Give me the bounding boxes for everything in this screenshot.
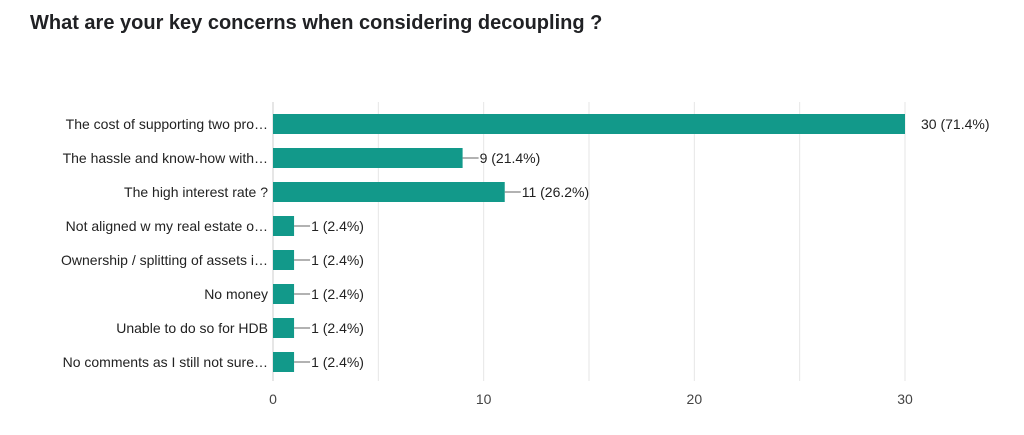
bar — [273, 318, 295, 338]
x-tick-label: 20 — [687, 391, 703, 407]
x-tick-label: 0 — [269, 391, 277, 407]
category-label: Ownership / splitting of assets i… — [61, 252, 268, 268]
bar — [273, 284, 295, 304]
data-label: 1 (2.4%) — [311, 252, 364, 268]
chart-title: What are your key concerns when consider… — [30, 12, 603, 34]
data-label: 1 (2.4%) — [311, 320, 364, 336]
category-label: Unable to do so for HDB — [116, 320, 268, 336]
category-label: The cost of supporting two pro… — [66, 116, 268, 132]
x-tick-label: 10 — [476, 391, 492, 407]
bar — [273, 216, 295, 236]
bar — [273, 182, 505, 202]
data-label: 1 (2.4%) — [311, 286, 364, 302]
data-label: 9 (21.4%) — [480, 150, 541, 166]
bar — [273, 148, 463, 168]
x-tick-label: 30 — [897, 391, 913, 407]
data-label: 1 (2.4%) — [311, 218, 364, 234]
bar — [273, 114, 905, 134]
data-label: 11 (26.2%) — [522, 184, 589, 200]
category-label: The high interest rate ? — [124, 184, 268, 200]
category-label: No comments as I still not sure… — [63, 354, 268, 370]
category-label: The hassle and know-how with… — [63, 150, 268, 166]
data-label: 30 (71.4%) — [921, 116, 989, 132]
category-label: Not aligned w my real estate o… — [66, 218, 268, 234]
category-label: No money — [204, 286, 268, 302]
bar — [273, 250, 295, 270]
data-label: 1 (2.4%) — [311, 354, 364, 370]
bar — [273, 352, 295, 372]
